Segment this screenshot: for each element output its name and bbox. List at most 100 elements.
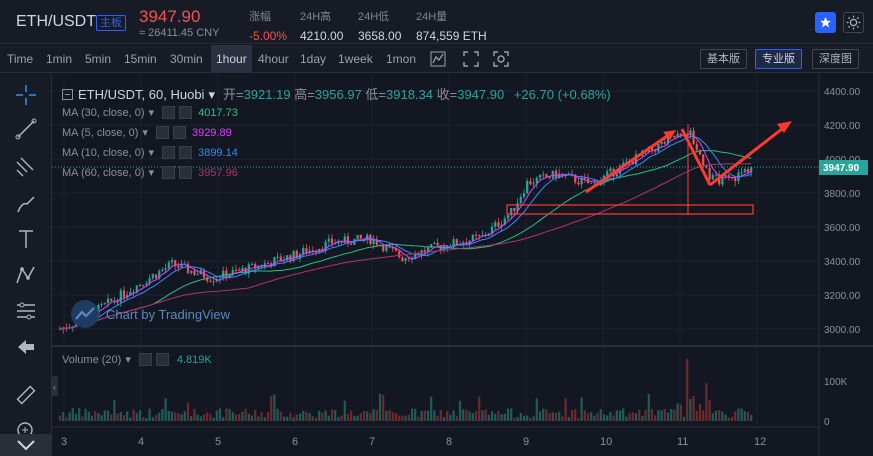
chevron-down-icon[interactable]: ▾ bbox=[148, 147, 155, 159]
timeframe-30min[interactable]: 30min bbox=[170, 52, 203, 66]
timeframe-4hour[interactable]: 4hour bbox=[258, 52, 289, 66]
time-axis[interactable]: 3 4 5 6 7 8 9 10 11 12 bbox=[61, 436, 766, 448]
indicator-ma5[interactable]: MA (5, close, 0) ▾ 3929.89 bbox=[62, 126, 232, 139]
candle-body bbox=[478, 235, 481, 237]
candle-body bbox=[692, 130, 695, 145]
text-tool-icon[interactable] bbox=[11, 224, 41, 254]
timeframe-time[interactable]: Time bbox=[7, 52, 34, 66]
chevron-down-icon[interactable]: ▾ bbox=[148, 167, 155, 179]
settings-icon[interactable] bbox=[162, 166, 176, 179]
volume-bar bbox=[417, 416, 420, 421]
candle-body bbox=[551, 170, 554, 178]
chevron-down-icon[interactable]: ▾ bbox=[125, 354, 131, 366]
pair-name[interactable]: ETH/USDT bbox=[16, 13, 96, 30]
volume-bar bbox=[686, 359, 689, 421]
volume-bar bbox=[577, 417, 580, 421]
volume-bar bbox=[622, 408, 625, 421]
pattern-icon[interactable] bbox=[11, 260, 41, 290]
close-icon[interactable] bbox=[179, 106, 193, 119]
close-icon[interactable] bbox=[155, 353, 169, 366]
time-tick-label: 5 bbox=[215, 436, 221, 448]
pro-version-button[interactable]: 专业版 bbox=[755, 49, 802, 69]
candle-body bbox=[574, 174, 577, 183]
trend-line-icon[interactable] bbox=[11, 114, 41, 144]
volume-bar bbox=[599, 409, 602, 421]
candle-body bbox=[663, 141, 666, 144]
timeframe-5min[interactable]: 5min bbox=[85, 52, 112, 66]
volume-axis: 100K 0 bbox=[824, 377, 848, 428]
indicators-icon[interactable] bbox=[428, 49, 448, 69]
volume-legend[interactable]: Volume (20) ▾ 4.819K bbox=[62, 353, 212, 366]
candle-body bbox=[170, 260, 174, 263]
volume-bar bbox=[734, 411, 737, 421]
close-icon[interactable] bbox=[179, 166, 193, 179]
timeframe-1min[interactable]: 1min bbox=[46, 52, 73, 66]
candle-body bbox=[474, 234, 478, 236]
close-icon[interactable] bbox=[172, 126, 186, 139]
prediction-icon[interactable] bbox=[11, 296, 41, 326]
settings-icon[interactable] bbox=[162, 106, 176, 119]
timeframe-1mon[interactable]: 1mon bbox=[386, 52, 417, 66]
basic-version-button[interactable]: 基本版 bbox=[700, 49, 747, 69]
volume-bar bbox=[250, 415, 254, 421]
time-tick-label: 3 bbox=[61, 436, 67, 448]
volume-bar bbox=[321, 412, 324, 421]
settings-icon[interactable] bbox=[155, 126, 169, 139]
price-axis[interactable]: 4400.004200.004000.003800.003600.003400.… bbox=[824, 87, 861, 336]
price-tick-label: 3600.00 bbox=[824, 223, 861, 234]
volume-bar bbox=[289, 412, 292, 421]
volume-bar bbox=[215, 410, 218, 421]
candle-body bbox=[119, 290, 122, 303]
tradingview-watermark[interactable]: Chart by TradingView bbox=[70, 299, 230, 329]
price-chart[interactable]: ‹ 4400.004200.004000.003800.003600.00340… bbox=[52, 74, 873, 456]
volume-bar bbox=[263, 417, 266, 421]
timeframe-1day[interactable]: 1day bbox=[300, 52, 327, 66]
candle-body bbox=[673, 135, 676, 138]
volume-bar bbox=[618, 410, 622, 421]
fib-tool-icon[interactable] bbox=[11, 152, 41, 182]
pane-expand-handle[interactable] bbox=[52, 376, 58, 396]
candle-body bbox=[279, 256, 282, 262]
crosshair-icon[interactable] bbox=[11, 80, 41, 110]
timeframe-1week[interactable]: 1week bbox=[338, 52, 373, 66]
depth-chart-button[interactable]: 深度图 bbox=[812, 49, 859, 69]
time-tick-label: 6 bbox=[292, 436, 298, 448]
theme-icon[interactable] bbox=[843, 12, 864, 33]
volume-bar bbox=[567, 416, 570, 421]
close-icon[interactable] bbox=[179, 146, 193, 159]
settings-icon[interactable] bbox=[138, 353, 152, 366]
volume-bar bbox=[372, 409, 375, 421]
low-value: 3658.00 bbox=[358, 29, 402, 43]
settings-icon[interactable] bbox=[162, 146, 176, 159]
indicator-ma30[interactable]: MA (30, close, 0) ▾ 4017.73 bbox=[62, 106, 238, 119]
candle-body bbox=[708, 167, 711, 180]
volume-bar bbox=[663, 408, 666, 421]
collapse-legend-icon[interactable] bbox=[62, 89, 73, 100]
watermark-text: Chart by TradingView bbox=[106, 306, 231, 322]
star-icon[interactable] bbox=[815, 12, 836, 33]
candle-body bbox=[129, 291, 132, 295]
indicator-ma10[interactable]: MA (10, close, 0) ▾ 3899.14 bbox=[62, 146, 238, 159]
back-arrow-icon[interactable] bbox=[11, 332, 41, 362]
candle-body bbox=[71, 326, 74, 328]
ruler-icon[interactable] bbox=[11, 380, 41, 410]
candle-body bbox=[292, 250, 295, 261]
indicator-ma60[interactable]: MA (60, close, 0) ▾ 3957.96 bbox=[62, 166, 238, 179]
chevron-down-icon[interactable]: ▾ bbox=[148, 107, 155, 119]
candle-body bbox=[513, 207, 516, 211]
screenshot-icon[interactable] bbox=[491, 49, 511, 69]
chevron-down-icon[interactable]: ▾ bbox=[208, 87, 215, 102]
chevron-down-icon[interactable]: ▾ bbox=[142, 127, 148, 139]
volume-bar bbox=[583, 410, 586, 421]
timeframe-15min[interactable]: 15min bbox=[124, 52, 157, 66]
volume-bar bbox=[510, 408, 513, 421]
brush-icon[interactable] bbox=[11, 190, 41, 220]
timeframe-1hour[interactable]: 1hour bbox=[211, 45, 252, 73]
uptrend-arrow-1 bbox=[585, 132, 671, 194]
symbol-label[interactable]: ETH/USDT, 60, Huobi bbox=[78, 87, 205, 102]
fullscreen-icon[interactable] bbox=[461, 49, 481, 69]
candle-body bbox=[206, 277, 209, 281]
collapse-toolbar-button[interactable] bbox=[0, 434, 52, 456]
candle-body bbox=[250, 263, 254, 265]
volume-bar bbox=[327, 415, 330, 421]
